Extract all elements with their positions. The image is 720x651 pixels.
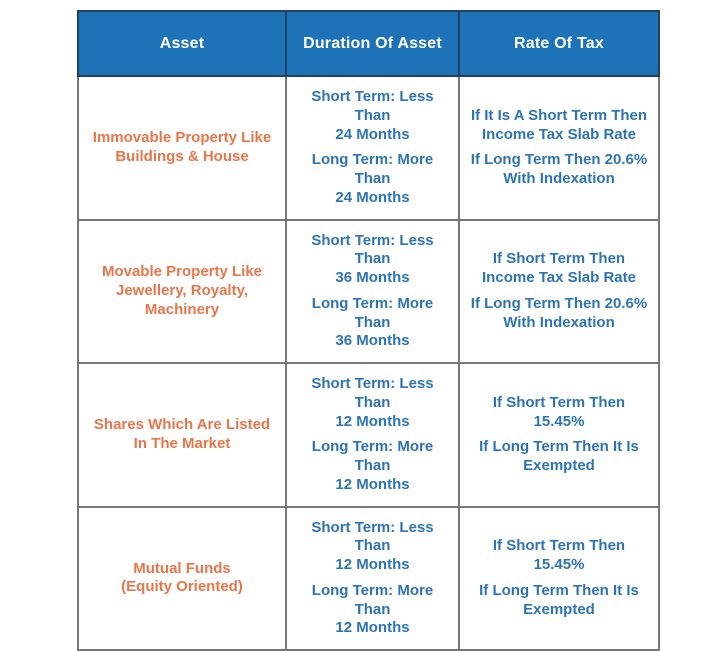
short-term-tax: If Short Term Then Income Tax Slab Rate (482, 250, 636, 286)
column-header-rate-of-tax: Rate Of Tax (458, 10, 660, 77)
header-row: Asset Duration Of Asset Rate Of Tax (77, 10, 660, 77)
short-term-duration: Short Term: Less Than 24 Months (311, 88, 434, 143)
short-term-tax: If Short Term Then 15.45% (492, 537, 626, 573)
short-term-duration: Short Term: Less Than 36 Months (311, 231, 434, 287)
capital-gains-tax-table: Asset Duration Of Asset Rate Of Tax Immo… (77, 10, 660, 651)
asset-cell: Immovable Property Like Buildings & Hous… (77, 75, 287, 221)
duration-cell: Short Term: Less Than 12 Months Long Ter… (285, 505, 460, 651)
tax-rate-cell: If Short Term Then 15.45% If Long Term T… (458, 362, 660, 508)
table-row-immovable-property: Immovable Property Like Buildings & Hous… (77, 75, 660, 221)
short-term-tax: If It Is A Short Term Then Income Tax Sl… (470, 106, 648, 143)
tax-rate-cell: If It Is A Short Term Then Income Tax Sl… (458, 75, 660, 221)
tax-rate-cell: If Short Term Then Income Tax Slab Rate … (458, 218, 660, 364)
short-term-tax: If Short Term Then 15.45% (492, 393, 626, 430)
column-header-asset: Asset (77, 10, 287, 77)
duration-cell: Short Term: Less Than 36 Months Long Ter… (285, 218, 460, 364)
long-term-tax: If Long Term Then 20.6% With Indexation (470, 151, 648, 187)
long-term-duration: Long Term: More Than 12 Months (311, 438, 434, 493)
table-row-movable-property: Movable Property Like Jewellery, Royalty… (77, 218, 660, 364)
table-row-mutual-funds: Mutual Funds (Equity Oriented) Short Ter… (77, 505, 660, 651)
long-term-tax: If Long Term Then 20.6% With Indexation (470, 294, 648, 331)
short-term-duration: Short Term: Less Than 12 Months (311, 518, 434, 574)
asset-cell: Mutual Funds (Equity Oriented) (77, 505, 287, 651)
asset-cell: Movable Property Like Jewellery, Royalty… (77, 218, 287, 364)
duration-cell: Short Term: Less Than 12 Months Long Ter… (285, 362, 460, 508)
table-row-listed-shares: Shares Which Are Listed In The Market Sh… (77, 362, 660, 508)
long-term-duration: Long Term: More Than 24 Months (311, 151, 434, 206)
tax-rate-cell: If Short Term Then 15.45% If Long Term T… (458, 505, 660, 651)
long-term-tax: If Long Term Then It Is Exempted (479, 581, 639, 618)
asset-cell: Shares Which Are Listed In The Market (77, 362, 287, 508)
duration-cell: Short Term: Less Than 24 Months Long Ter… (285, 75, 460, 221)
short-term-duration: Short Term: Less Than 12 Months (311, 375, 434, 430)
long-term-duration: Long Term: More Than 36 Months (311, 294, 434, 350)
long-term-tax: If Long Term Then It Is Exempted (479, 438, 639, 474)
long-term-duration: Long Term: More Than 12 Months (311, 581, 434, 637)
column-header-duration: Duration Of Asset (285, 10, 460, 77)
